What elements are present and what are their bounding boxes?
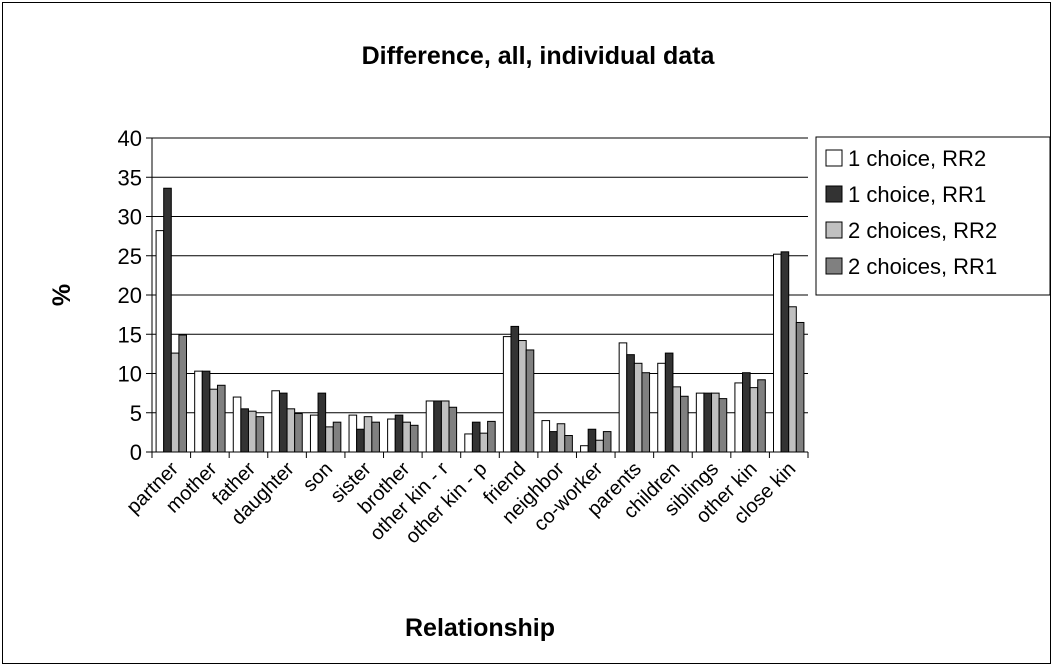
- y-tick-label: 15: [118, 322, 142, 347]
- bar: [425, 400, 435, 453]
- y-tick-label: 30: [118, 205, 142, 230]
- legend-swatch: [825, 149, 843, 167]
- bar: [487, 420, 496, 453]
- bar: [641, 372, 651, 453]
- bar: [672, 386, 682, 453]
- bar: [757, 379, 766, 453]
- legend-label: 2 choices, RR2: [848, 218, 997, 243]
- bar: [255, 416, 265, 453]
- bar: [409, 424, 419, 453]
- bar: [309, 414, 319, 453]
- bar: [580, 445, 589, 453]
- bar: [232, 396, 242, 453]
- bar: [155, 230, 165, 453]
- bar: [742, 372, 751, 453]
- bar: [240, 408, 249, 453]
- legend-swatch: [825, 185, 843, 203]
- legend-label: 1 choice, RR2: [848, 146, 986, 171]
- bar: [618, 342, 628, 453]
- bar: [448, 406, 458, 453]
- bar: [278, 392, 288, 453]
- bar: [170, 352, 180, 453]
- bar: [502, 336, 512, 453]
- bar: [556, 423, 566, 453]
- bar: [332, 421, 342, 453]
- bar: [595, 439, 604, 453]
- bar: [795, 321, 805, 453]
- bar: [356, 428, 365, 453]
- bar: [718, 398, 728, 453]
- bar: [440, 400, 450, 453]
- bar: [402, 421, 411, 453]
- bar: [394, 414, 404, 453]
- bar: [549, 431, 558, 453]
- bar: [433, 400, 442, 453]
- y-tick-label: 10: [118, 362, 142, 387]
- legend: 1 choice, RR2 1 choice, RR1 2 choices, RR2…: [815, 136, 1051, 296]
- bar: [286, 408, 296, 453]
- bar: [680, 395, 689, 453]
- y-tick-label: 40: [118, 126, 142, 151]
- bar: [194, 370, 203, 453]
- bar: [626, 354, 635, 453]
- bar: [703, 392, 713, 453]
- bar: [201, 370, 211, 453]
- bar: [734, 382, 744, 453]
- bar: [317, 392, 327, 453]
- legend-swatch: [825, 221, 843, 239]
- bar: [387, 418, 396, 453]
- bar: [657, 362, 666, 453]
- bar: [602, 431, 612, 453]
- bar: [564, 435, 573, 453]
- y-tick-label: 35: [118, 165, 142, 190]
- legend-swatch: [825, 257, 843, 275]
- bar: [348, 414, 358, 453]
- x-axis-title: Relationship: [405, 614, 555, 642]
- bar: [294, 413, 303, 453]
- bar: [541, 420, 551, 453]
- bar: [479, 432, 489, 453]
- bar: [247, 410, 257, 453]
- bar: [271, 390, 280, 453]
- bar: [780, 251, 790, 453]
- bar: [773, 253, 782, 453]
- bar: [518, 340, 527, 453]
- bar: [788, 306, 797, 453]
- y-tick-label: 25: [118, 244, 142, 269]
- plot-area: 0510152025303540partnermotherfatherdaugh…: [118, 126, 809, 548]
- bar: [325, 426, 334, 453]
- legend-box: [815, 136, 1051, 296]
- y-tick-label: 0: [130, 440, 142, 465]
- bar: [510, 325, 520, 453]
- bar: [633, 362, 643, 453]
- chart-title: Difference, all, individual data: [362, 42, 716, 70]
- bar: [525, 349, 535, 453]
- bar: [216, 384, 226, 453]
- y-axis-title: %: [48, 284, 76, 306]
- bar: [587, 428, 597, 453]
- bar: [471, 421, 481, 453]
- bar: [664, 352, 674, 453]
- bar: [209, 388, 218, 453]
- y-tick-label: 20: [118, 283, 142, 308]
- bar: [695, 392, 705, 453]
- bar: [178, 334, 187, 453]
- legend-label: 2 choices, RR1: [848, 254, 997, 279]
- bar: [371, 421, 380, 453]
- y-tick-label: 5: [130, 401, 142, 426]
- legend-label: 1 choice, RR1: [848, 182, 986, 207]
- bar: [464, 433, 473, 453]
- bar: [749, 387, 759, 453]
- bar: [163, 187, 172, 453]
- bar: [363, 416, 373, 453]
- bar: [711, 392, 720, 453]
